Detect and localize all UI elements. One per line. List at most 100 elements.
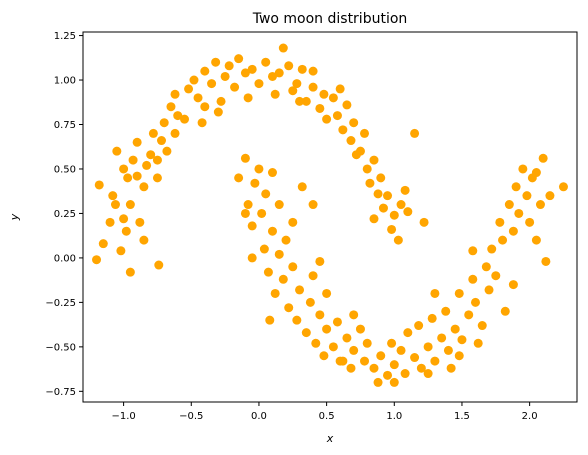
data-point xyxy=(400,369,410,379)
data-point xyxy=(508,280,518,290)
data-point xyxy=(254,164,264,174)
data-point xyxy=(125,267,135,277)
data-point xyxy=(558,182,568,192)
data-point xyxy=(278,43,288,53)
data-point xyxy=(393,235,403,245)
data-point xyxy=(468,246,478,256)
data-point xyxy=(430,288,440,298)
data-point xyxy=(224,61,234,71)
data-point xyxy=(105,217,115,227)
data-point xyxy=(240,68,250,78)
data-point xyxy=(274,200,284,210)
y-tick-label: 1.00 xyxy=(54,76,76,87)
data-point xyxy=(301,328,311,338)
data-point xyxy=(410,353,420,363)
data-point xyxy=(545,191,555,201)
data-point xyxy=(349,310,359,320)
data-point xyxy=(200,102,210,112)
y-axis-label: y xyxy=(8,213,21,221)
data-point xyxy=(360,128,370,138)
data-point xyxy=(508,226,518,236)
data-point xyxy=(308,200,318,210)
data-point xyxy=(128,155,138,165)
data-point xyxy=(342,100,352,110)
x-tick-label: 0.0 xyxy=(251,411,267,422)
data-point xyxy=(305,297,315,307)
data-point xyxy=(259,244,269,254)
data-point xyxy=(284,61,294,71)
chart-title: Two moon distribution xyxy=(252,11,408,27)
data-point xyxy=(335,84,345,94)
data-point xyxy=(349,345,359,355)
data-point xyxy=(454,351,464,361)
data-point xyxy=(396,200,406,210)
data-point xyxy=(373,189,383,199)
data-point xyxy=(148,128,158,138)
data-point xyxy=(146,150,156,160)
data-point xyxy=(491,271,501,281)
data-point xyxy=(522,191,532,201)
data-point xyxy=(142,160,152,170)
data-point xyxy=(342,333,352,343)
y-tick-label: −0.75 xyxy=(45,387,76,398)
data-point xyxy=(332,111,342,121)
data-point xyxy=(373,377,383,387)
data-point xyxy=(135,217,145,227)
data-point xyxy=(257,208,267,218)
data-point xyxy=(400,185,410,195)
data-point xyxy=(159,118,169,128)
data-point xyxy=(308,271,318,281)
data-point xyxy=(468,274,478,284)
data-point xyxy=(332,317,342,327)
data-point xyxy=(211,57,221,67)
data-point xyxy=(484,285,494,295)
x-tick-label: 2.0 xyxy=(522,411,538,422)
data-point xyxy=(274,68,284,78)
data-point xyxy=(154,260,164,270)
data-point xyxy=(166,102,176,112)
data-point xyxy=(108,191,118,201)
data-point xyxy=(119,164,129,174)
data-point xyxy=(263,267,273,277)
data-point xyxy=(265,315,275,325)
data-point xyxy=(470,297,480,307)
data-point xyxy=(338,125,348,135)
data-point xyxy=(180,114,190,124)
data-point xyxy=(288,217,298,227)
data-point xyxy=(504,200,514,210)
data-point xyxy=(295,96,305,106)
data-point xyxy=(162,146,172,156)
data-point xyxy=(403,328,413,338)
data-point xyxy=(403,207,413,217)
data-point xyxy=(437,333,447,343)
data-point xyxy=(94,180,104,190)
data-point xyxy=(173,111,183,121)
data-point xyxy=(538,153,548,163)
data-point xyxy=(247,253,257,263)
data-point xyxy=(446,363,456,373)
y-tick-label: 0.50 xyxy=(54,164,76,175)
data-point xyxy=(525,217,535,227)
data-point xyxy=(346,363,356,373)
data-point xyxy=(297,64,307,74)
data-point xyxy=(278,274,288,284)
data-point xyxy=(92,255,102,265)
data-point xyxy=(152,155,162,165)
data-point xyxy=(360,356,370,366)
data-point xyxy=(328,342,338,352)
data-point xyxy=(292,315,302,325)
data-point xyxy=(121,226,131,236)
data-point xyxy=(270,89,280,99)
data-point xyxy=(319,351,329,361)
data-point xyxy=(389,360,399,370)
data-point xyxy=(315,310,325,320)
data-point xyxy=(362,164,372,174)
data-point xyxy=(376,351,386,361)
data-point xyxy=(514,208,524,218)
data-point xyxy=(247,221,257,231)
data-point xyxy=(311,338,321,348)
data-point xyxy=(284,303,294,313)
data-point xyxy=(274,249,284,259)
data-point xyxy=(430,356,440,366)
data-point xyxy=(243,93,253,103)
